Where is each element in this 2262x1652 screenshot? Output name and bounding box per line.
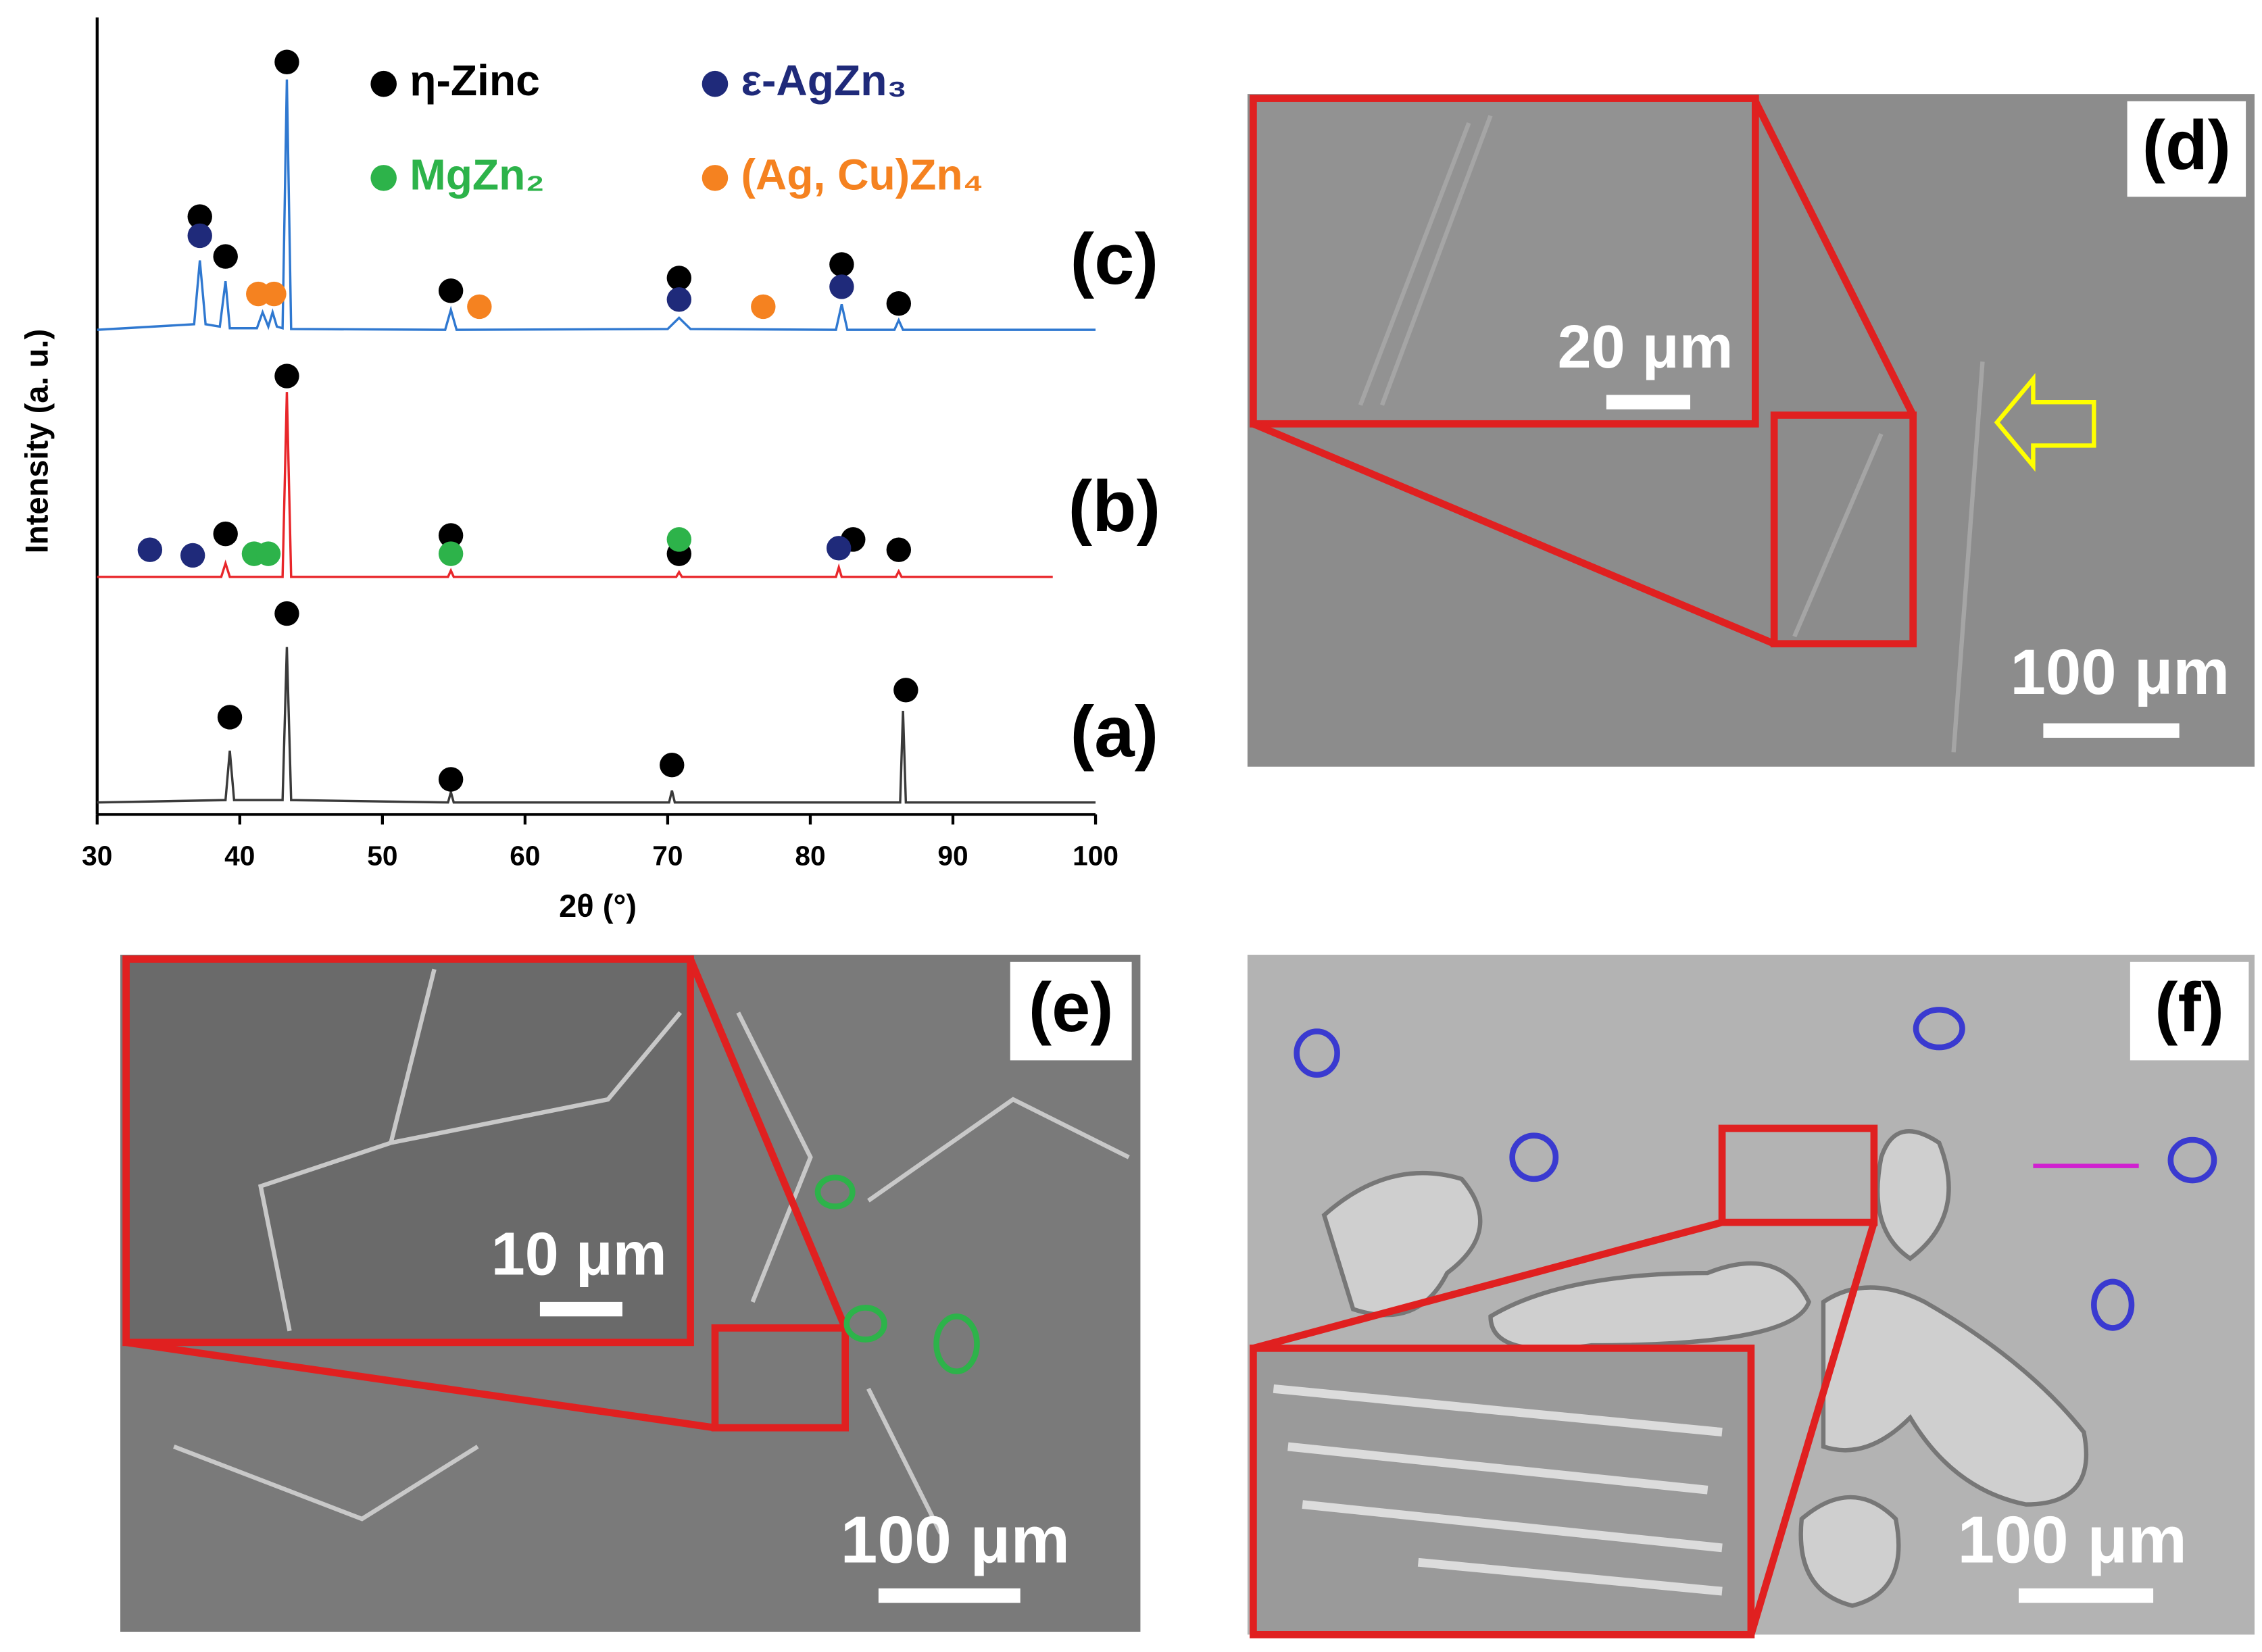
marker-circle xyxy=(1294,1028,1340,1078)
label-box xyxy=(2130,961,2249,1061)
phase-marker xyxy=(187,204,212,229)
phase-marker xyxy=(262,281,287,307)
phase-marker xyxy=(255,541,281,566)
micrograph-e: (e) 10 μm 100 μm xyxy=(120,955,1141,1632)
phase-marker xyxy=(187,223,212,249)
texture xyxy=(173,968,1130,1534)
y-axis-label: Intensity (a. u.) xyxy=(19,329,55,553)
scale-bar xyxy=(878,1588,1021,1603)
x-tick-label: 100 xyxy=(1073,840,1118,871)
marker-circles xyxy=(1294,1007,2217,1331)
phase-marker xyxy=(886,291,912,316)
panel-label: (d) xyxy=(2142,106,2231,184)
phase-marker xyxy=(438,278,464,303)
phase-marker xyxy=(829,252,854,277)
inset-scale-label: 10 μm xyxy=(491,1220,667,1288)
phase-marker xyxy=(666,287,692,312)
panel-label: (f) xyxy=(2155,968,2224,1046)
phase-marker xyxy=(217,705,243,730)
inset-image xyxy=(1253,98,1756,424)
inset-frame xyxy=(1250,95,1759,428)
x-tick-label: 90 xyxy=(937,840,968,871)
inset-image xyxy=(126,959,691,1343)
texture xyxy=(1321,1129,2089,1608)
phase-marker xyxy=(438,767,464,792)
scale-bar-label: 100 μm xyxy=(2011,636,2230,707)
spectrum xyxy=(97,647,1096,804)
legend-marker xyxy=(370,165,397,191)
x-tick-label: 30 xyxy=(82,840,112,871)
inset-frame xyxy=(1250,1345,1755,1638)
phase-marker xyxy=(137,537,163,562)
phase-marker xyxy=(213,521,238,547)
inset-scale-bar xyxy=(539,1301,622,1317)
zoom-line xyxy=(1252,1218,1878,1636)
inset-scale-label: 20 μm xyxy=(1558,314,1734,381)
texture xyxy=(1273,1384,1723,1596)
x-tick-label: 40 xyxy=(224,840,255,871)
legend-label: MgZn₂ xyxy=(410,150,545,199)
phase-marker xyxy=(467,294,492,320)
texture xyxy=(1358,115,1985,753)
zoom-line xyxy=(125,957,849,1432)
x-axis-label: 2θ (°) xyxy=(559,888,637,924)
zoom-frame xyxy=(711,1324,850,1432)
phase-marker xyxy=(666,266,692,291)
legend-label: η-Zinc xyxy=(410,56,540,105)
marker-circle xyxy=(1913,1007,1965,1051)
spectrum xyxy=(97,79,1096,331)
phase-marker xyxy=(274,364,299,389)
phase-marker xyxy=(274,49,299,74)
panel-label: (e) xyxy=(1029,968,1114,1046)
inset-frame xyxy=(122,955,694,1347)
arrow xyxy=(1994,373,2096,472)
marker-circle xyxy=(2091,1278,2135,1331)
phase-marker xyxy=(660,753,685,778)
phase-marker xyxy=(213,244,238,269)
spectrum xyxy=(97,392,1053,578)
scale-bar-label: 100 μm xyxy=(841,1503,1070,1577)
marker-circle xyxy=(933,1313,980,1374)
pattern-label: (b) xyxy=(1068,466,1161,547)
phase-marker xyxy=(438,523,464,548)
x-tick-label: 60 xyxy=(510,840,540,871)
phase-marker xyxy=(886,537,912,562)
phase-marker xyxy=(751,294,776,320)
phase-marker xyxy=(274,601,299,626)
label-box xyxy=(1010,961,1132,1061)
zoom-line xyxy=(1252,99,1917,647)
marker-circle xyxy=(843,1305,887,1343)
zoom-frame xyxy=(1770,411,1917,648)
phase-marker xyxy=(180,543,205,568)
phase-marker xyxy=(438,541,464,566)
legend-marker xyxy=(702,70,729,97)
legend-label: (Ag, Cu)Zn₄ xyxy=(741,150,984,199)
micrograph-d: (d) 100 μm 20 μm xyxy=(1247,94,2255,767)
legend-label: ε-AgZn₃ xyxy=(741,56,908,105)
x-tick-label: 80 xyxy=(795,840,825,871)
phase-marker xyxy=(826,536,852,561)
phase-marker xyxy=(666,527,692,552)
scale-bar-label: 100 μm xyxy=(1957,1503,2186,1577)
x-tick-label: 70 xyxy=(652,840,683,871)
scale-bar xyxy=(2043,723,2180,738)
phase-marker xyxy=(893,678,918,703)
pattern-label: (a) xyxy=(1070,691,1158,772)
phase-marker xyxy=(829,274,854,299)
marker-circle xyxy=(1509,1132,1559,1182)
pattern-label: (c) xyxy=(1070,218,1158,299)
zoom-frame xyxy=(1718,1124,1878,1226)
marker-circle xyxy=(814,1174,856,1209)
marker-circle xyxy=(2167,1136,2217,1184)
legend-marker xyxy=(370,70,397,97)
label-box xyxy=(2127,101,2246,197)
legend-marker xyxy=(702,165,729,191)
x-tick-label: 50 xyxy=(367,840,397,871)
inset-scale-bar xyxy=(1606,395,1690,409)
scale-bar xyxy=(2018,1588,2154,1603)
micrograph-f: (f) 100 μm xyxy=(1247,955,2255,1638)
